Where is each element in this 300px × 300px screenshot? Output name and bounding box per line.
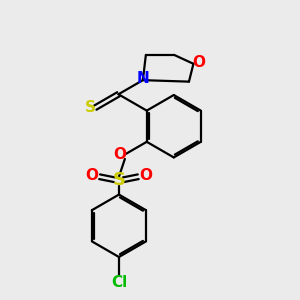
- Text: O: O: [192, 55, 205, 70]
- Text: O: O: [86, 168, 99, 183]
- Text: Cl: Cl: [111, 275, 127, 290]
- Text: S: S: [85, 100, 96, 115]
- Text: S: S: [112, 171, 125, 189]
- Text: O: O: [113, 147, 126, 162]
- Text: O: O: [139, 168, 152, 183]
- Text: N: N: [136, 71, 149, 86]
